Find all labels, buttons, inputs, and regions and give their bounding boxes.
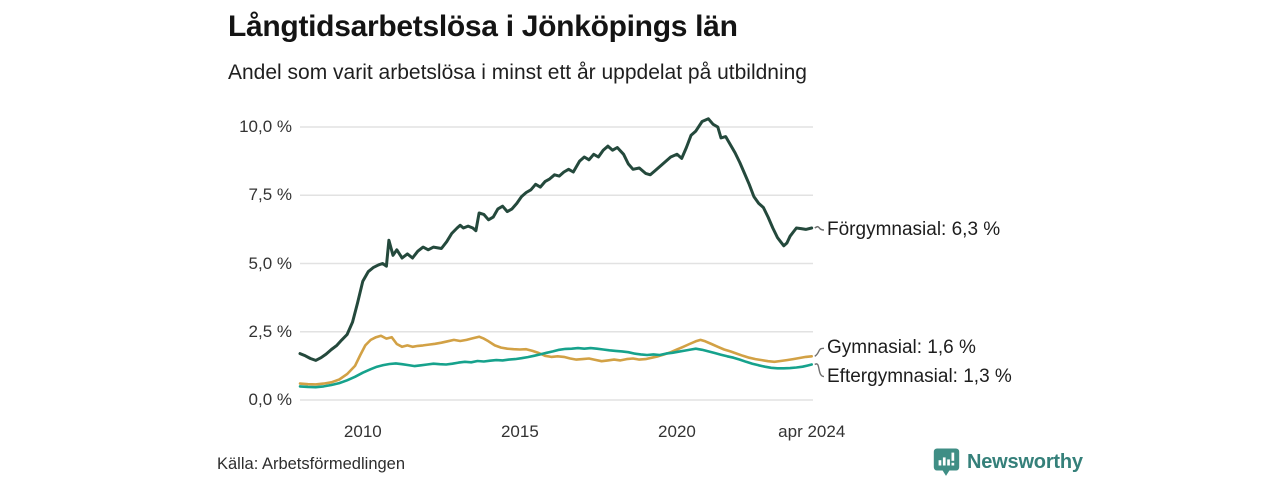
x-tick-label: 2010 xyxy=(343,422,382,441)
source-note: Källa: Arbetsförmedlingen xyxy=(217,455,406,473)
newsworthy-logo[interactable]: Newsworthy xyxy=(933,448,1083,477)
y-tick-label: 0,0 % xyxy=(248,390,292,409)
newsworthy-wordmark: Newsworthy xyxy=(967,451,1083,473)
series-line-gymnasial xyxy=(298,334,814,386)
series-end-label-eftergymnasial: Eftergymnasial: 1,3 % xyxy=(827,365,1012,387)
y-tick-label: 2,5 % xyxy=(248,321,292,341)
label-connector xyxy=(814,347,825,357)
y-tick-label: 5,0 % xyxy=(248,253,292,273)
series-line-eftergymnasial xyxy=(298,346,814,389)
series-end-label-förgymnasial: Förgymnasial: 6,3 % xyxy=(827,219,1001,240)
x-tick-label: 2020 xyxy=(658,422,696,441)
y-tick-label: 7,5 % xyxy=(248,185,292,205)
x-tick-label: apr 2024 xyxy=(778,422,846,441)
x-tick-label: 2015 xyxy=(500,422,539,441)
label-connector xyxy=(814,225,825,231)
label-connector xyxy=(814,363,825,378)
y-tick-label: 10,0 % xyxy=(239,117,292,136)
series-line-förgymnasial xyxy=(298,117,814,362)
newsworthy-bubble-chart-icon xyxy=(933,448,960,476)
series-end-label-gymnasial: Gymnasial: 1,6 % xyxy=(827,337,976,359)
chart-title: Långtidsarbetslösa i Jönköpings län xyxy=(228,10,738,43)
chart-subtitle: Andel som varit arbetslösa i minst ett å… xyxy=(228,61,807,84)
